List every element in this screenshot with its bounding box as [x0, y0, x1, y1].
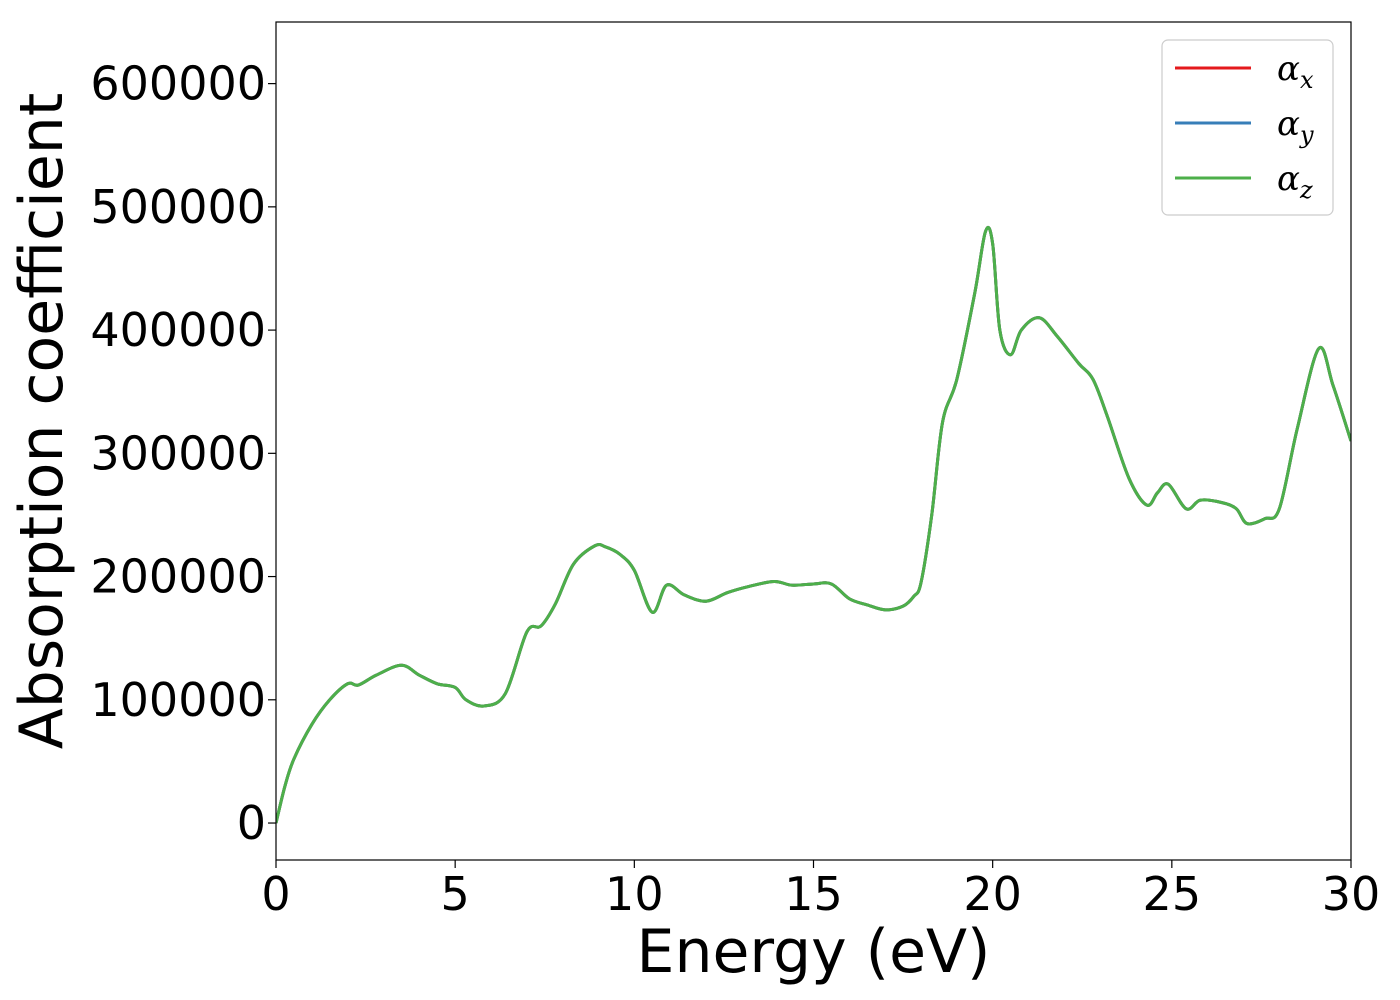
legend-label-x: αx	[1277, 49, 1314, 94]
legend-label-z: αz	[1277, 159, 1313, 204]
y-tick-label: 0	[237, 796, 266, 850]
x-axis-title: Energy (eV)	[637, 917, 991, 987]
y-tick-label: 400000	[90, 303, 266, 357]
legend-label-y: αy	[1277, 104, 1314, 149]
series-layer	[276, 225, 1351, 824]
x-tick-label: 15	[784, 867, 843, 921]
x-tick-label: 10	[605, 867, 664, 921]
x-axis: 0 5 10 15 20 25 30	[261, 860, 1380, 921]
x-tick-label: 0	[261, 867, 290, 921]
y-tick-label: 200000	[90, 550, 266, 604]
legend-box	[1161, 39, 1334, 216]
y-tick-label: 300000	[90, 426, 266, 480]
x-tick-label: 5	[441, 867, 470, 921]
x-tick-label: 30	[1322, 867, 1381, 921]
x-tick-label: 20	[963, 867, 1022, 921]
y-axis-title: Absorption coefficient	[7, 93, 77, 750]
x-tick-label: 25	[1143, 867, 1202, 921]
y-tick-label: 600000	[90, 57, 266, 111]
series-line-z	[276, 225, 1351, 824]
y-tick-label: 100000	[90, 673, 266, 727]
y-axis: 0 100000 200000 300000 400000 500000 600000	[90, 57, 276, 850]
y-tick-label: 500000	[90, 180, 266, 234]
series-line-y	[276, 225, 1351, 824]
legend: αx αy αz	[1161, 39, 1334, 216]
series-line-x	[276, 225, 1351, 824]
